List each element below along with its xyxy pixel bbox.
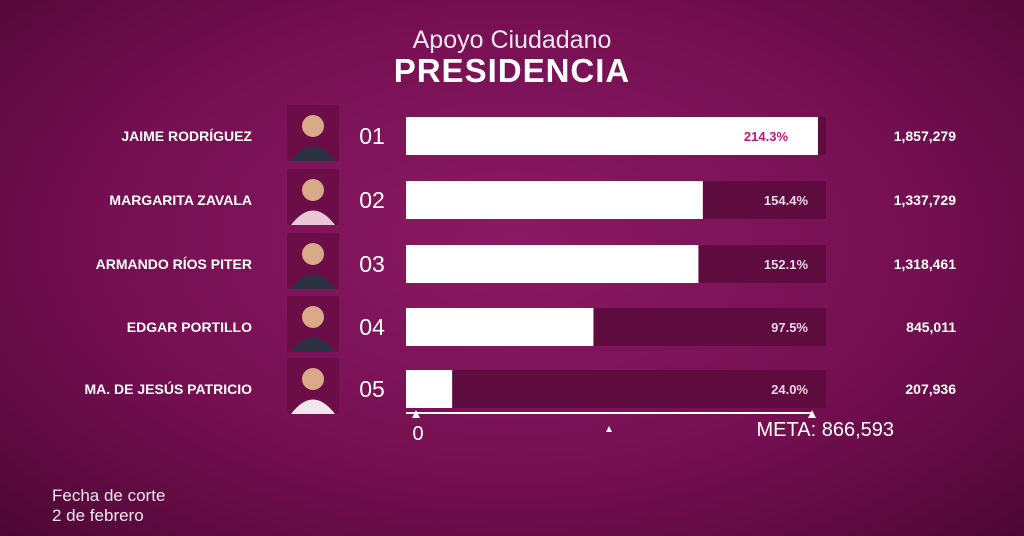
candidate-name: EDGAR PORTILLO	[127, 319, 252, 335]
cutoff-date-value: 2 de febrero	[52, 506, 144, 525]
candidate-name: MA. DE JESÚS PATRICIO	[84, 380, 252, 397]
bar	[406, 117, 818, 155]
candidate-body-icon	[291, 337, 335, 352]
candidate-body-icon	[291, 210, 335, 225]
vote-count-label: 1,857,279	[894, 128, 956, 144]
cutoff-date-label: Fecha de corte	[52, 486, 166, 505]
candidate-body-icon	[291, 146, 335, 161]
axis-mid-marker	[606, 426, 612, 432]
chart-title: Apoyo Ciudadano	[412, 26, 612, 54]
bar	[406, 245, 699, 283]
goal-marker	[808, 410, 816, 418]
axis-start-label: 0	[412, 423, 423, 445]
candidate-face-icon	[302, 115, 324, 137]
vote-count-label: 207,936	[905, 381, 956, 397]
chart-subtitle: PRESIDENCIA	[393, 52, 631, 89]
candidate-face-icon	[302, 243, 324, 265]
candidate-face-icon	[302, 179, 324, 201]
bar-percent-label: 24.0%	[771, 382, 808, 397]
bar	[406, 308, 594, 346]
bar-percent-label: 152.1%	[764, 257, 809, 272]
bar	[406, 181, 703, 219]
candidate-body-icon	[291, 399, 335, 414]
vote-count-label: 845,011	[906, 319, 956, 335]
goal-label: META: 866,593	[757, 419, 894, 441]
candidate-rank: 05	[359, 376, 385, 402]
bar-track	[406, 370, 826, 408]
vote-count-label: 1,318,461	[894, 256, 956, 272]
candidate-rank: 02	[359, 187, 385, 213]
candidate-name: ARMANDO RÍOS PITER	[96, 256, 252, 272]
candidate-face-icon	[302, 306, 324, 328]
candidate-rank: 01	[359, 123, 385, 149]
bar-percent-label: 154.4%	[764, 193, 809, 208]
bar-percent-label: 214.3%	[744, 129, 789, 144]
bar-percent-label: 97.5%	[771, 320, 808, 335]
vote-count-label: 1,337,729	[894, 192, 956, 208]
axis-start-marker	[412, 410, 420, 418]
cutoff-date: Fecha de corte 2 de febrero	[52, 486, 165, 526]
bar	[406, 370, 453, 408]
candidate-face-icon	[302, 368, 324, 390]
candidate-rank: 03	[359, 251, 385, 277]
candidate-body-icon	[291, 274, 335, 289]
candidate-rank: 04	[359, 314, 385, 340]
candidate-name: JAIME RODRÍGUEZ	[121, 128, 252, 144]
candidate-name: MARGARITA ZAVALA	[109, 192, 252, 208]
